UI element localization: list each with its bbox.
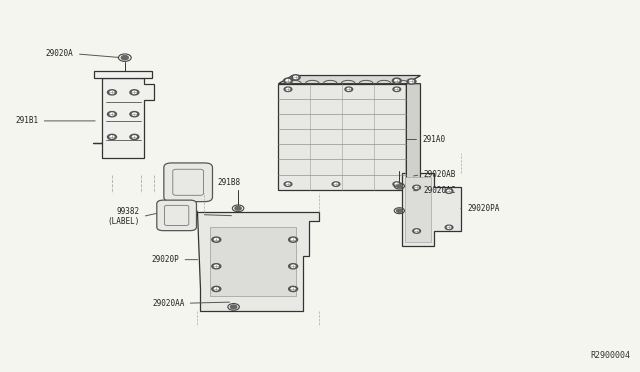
- Circle shape: [284, 87, 292, 92]
- Text: 291B1: 291B1: [15, 116, 38, 125]
- Text: 99382
(LABEL): 99382 (LABEL): [107, 207, 140, 226]
- Circle shape: [393, 87, 401, 92]
- Text: 29020AB: 29020AB: [424, 170, 456, 179]
- Text: 29020P: 29020P: [152, 255, 179, 264]
- Circle shape: [122, 55, 129, 60]
- Circle shape: [413, 185, 420, 190]
- Circle shape: [397, 185, 402, 187]
- Circle shape: [291, 265, 295, 267]
- Circle shape: [445, 225, 453, 230]
- Circle shape: [413, 229, 420, 233]
- Circle shape: [291, 288, 295, 290]
- Polygon shape: [197, 212, 319, 311]
- Circle shape: [447, 190, 451, 192]
- Polygon shape: [406, 84, 420, 198]
- Circle shape: [132, 91, 136, 93]
- FancyBboxPatch shape: [164, 163, 212, 202]
- Text: 291B8: 291B8: [218, 178, 241, 187]
- Text: 29020A: 29020A: [46, 49, 74, 58]
- Circle shape: [332, 182, 340, 186]
- Circle shape: [284, 182, 292, 186]
- Circle shape: [110, 136, 114, 138]
- Circle shape: [393, 182, 401, 186]
- Circle shape: [286, 88, 290, 90]
- Text: 291A0: 291A0: [422, 135, 445, 144]
- Circle shape: [212, 264, 221, 269]
- Circle shape: [108, 90, 116, 95]
- Circle shape: [235, 206, 241, 210]
- Circle shape: [289, 237, 298, 242]
- Circle shape: [395, 80, 399, 82]
- Polygon shape: [93, 78, 154, 158]
- Circle shape: [415, 186, 419, 189]
- Circle shape: [130, 90, 139, 95]
- Circle shape: [345, 87, 353, 92]
- Polygon shape: [402, 173, 461, 246]
- Circle shape: [214, 265, 218, 267]
- Circle shape: [130, 112, 139, 117]
- Circle shape: [334, 183, 338, 185]
- Circle shape: [392, 78, 401, 83]
- Circle shape: [294, 76, 298, 78]
- Circle shape: [286, 183, 290, 185]
- Text: 29020AC: 29020AC: [424, 186, 456, 195]
- Circle shape: [397, 209, 402, 212]
- Circle shape: [286, 80, 290, 82]
- Polygon shape: [210, 227, 296, 296]
- Circle shape: [395, 183, 399, 185]
- Polygon shape: [278, 84, 406, 190]
- Polygon shape: [405, 177, 431, 242]
- Circle shape: [347, 88, 351, 90]
- Circle shape: [291, 75, 300, 80]
- Circle shape: [407, 79, 416, 84]
- Circle shape: [130, 134, 139, 140]
- Circle shape: [132, 136, 136, 138]
- FancyBboxPatch shape: [157, 200, 196, 231]
- Circle shape: [291, 238, 295, 241]
- Circle shape: [284, 78, 292, 83]
- Circle shape: [108, 112, 116, 117]
- Circle shape: [289, 264, 298, 269]
- Text: 29020PA: 29020PA: [467, 204, 500, 213]
- Circle shape: [415, 230, 419, 232]
- Circle shape: [110, 91, 114, 93]
- Circle shape: [445, 189, 453, 193]
- Circle shape: [230, 305, 237, 309]
- Circle shape: [212, 286, 221, 292]
- Polygon shape: [278, 76, 420, 84]
- Circle shape: [214, 288, 218, 290]
- Circle shape: [110, 113, 114, 115]
- Circle shape: [410, 80, 413, 83]
- Circle shape: [395, 88, 399, 90]
- Circle shape: [212, 237, 221, 242]
- Circle shape: [108, 134, 116, 140]
- Text: 29020AB: 29020AB: [166, 210, 198, 219]
- Text: 29020AA: 29020AA: [152, 299, 184, 308]
- Circle shape: [214, 238, 218, 241]
- Circle shape: [132, 113, 136, 115]
- Polygon shape: [94, 71, 152, 78]
- Circle shape: [289, 286, 298, 292]
- Text: R2900004: R2900004: [590, 351, 630, 360]
- Circle shape: [447, 227, 451, 228]
